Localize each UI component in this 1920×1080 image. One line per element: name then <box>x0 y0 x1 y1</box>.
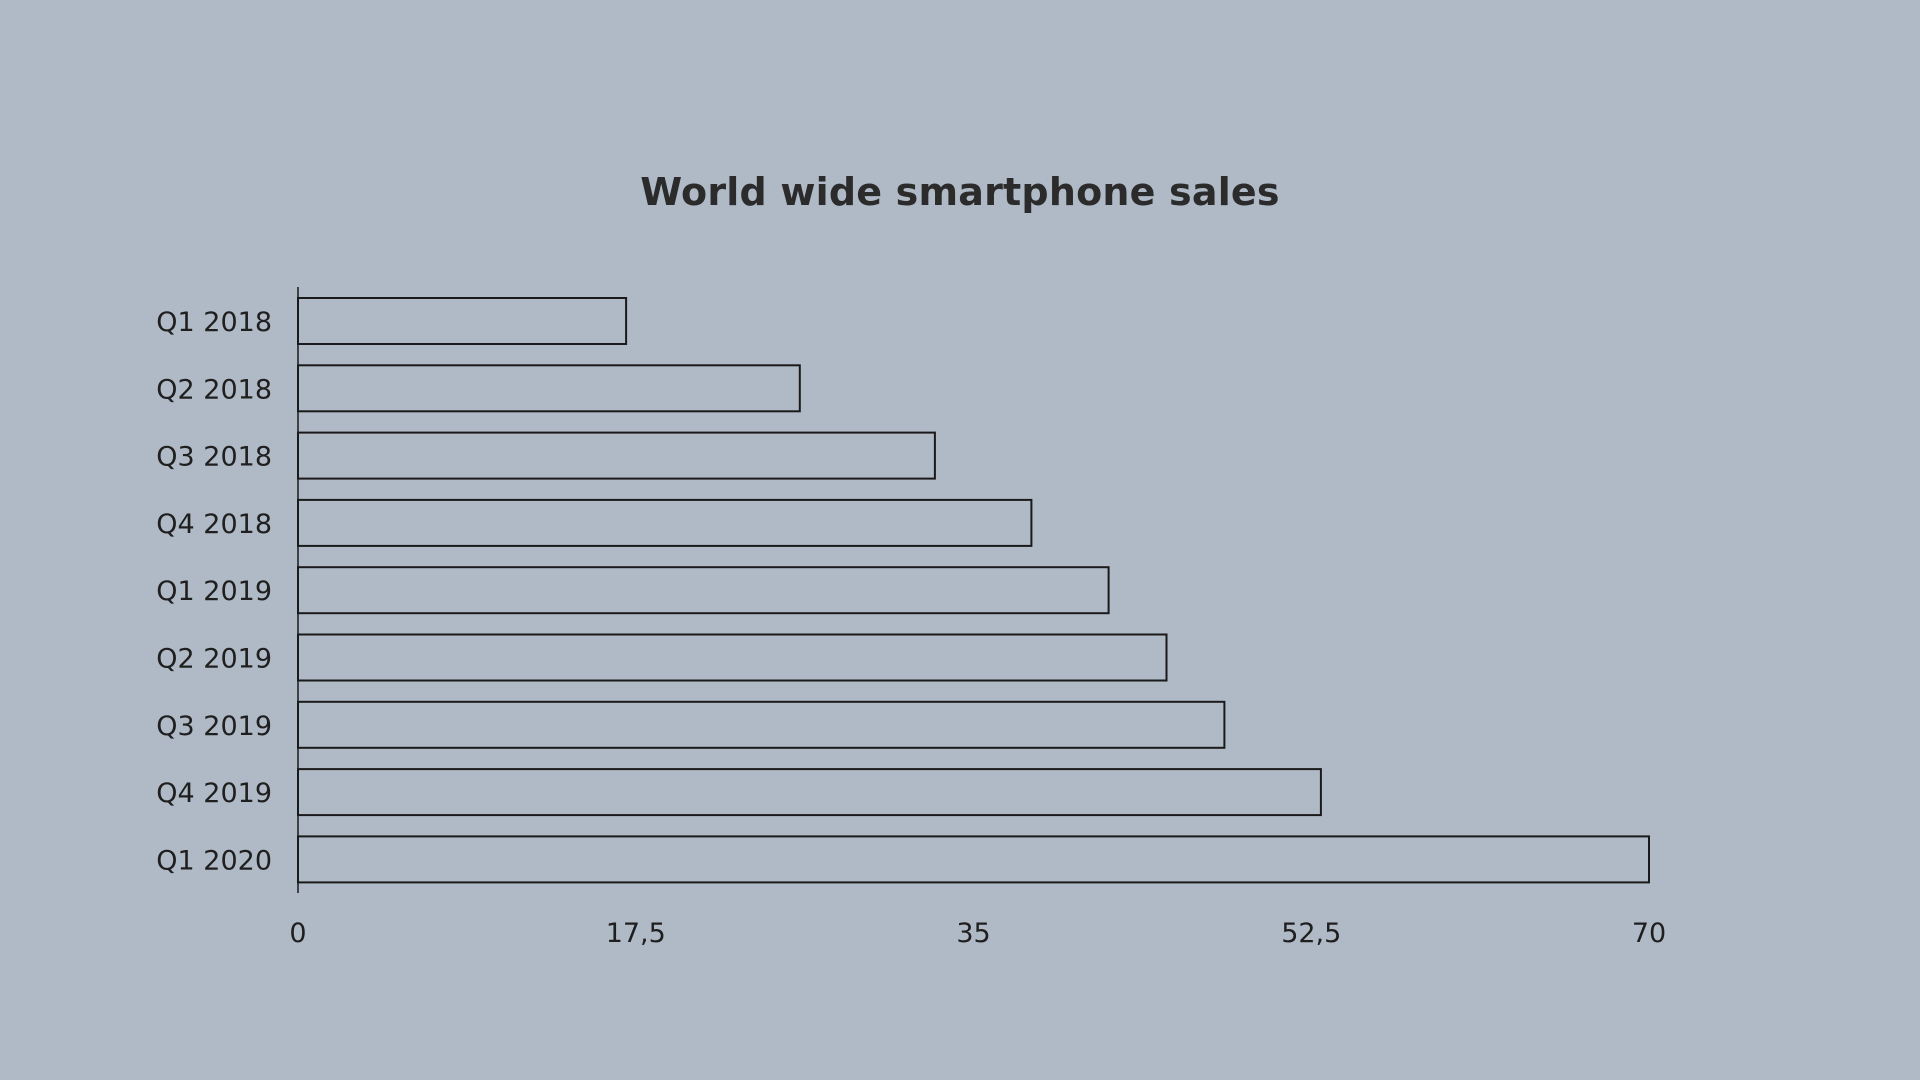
x-tick-label: 0 <box>289 918 306 949</box>
x-tick-label: 52,5 <box>1281 918 1341 949</box>
x-tick-label: 17,5 <box>606 918 666 949</box>
x-tick-label: 35 <box>956 918 990 949</box>
x-tick-labels: 0 17,5 35 52,5 70 <box>289 918 1666 949</box>
bar-q2-2019 <box>297 633 1168 682</box>
category-label: Q3 2018 <box>156 442 272 473</box>
category-label: Q1 2020 <box>156 845 272 876</box>
category-labels: Q1 2018 Q2 2018 Q3 2018 Q4 2018 Q1 2019 Q2 20… <box>156 307 272 876</box>
bar-q3-2019 <box>297 700 1226 749</box>
category-label: Q4 2018 <box>156 509 272 540</box>
category-label: Q1 2019 <box>156 576 272 607</box>
bar-q4-2019 <box>297 768 1322 817</box>
bar-q1-2018 <box>297 297 628 345</box>
category-label: Q4 2019 <box>156 778 272 809</box>
x-tick-label: 70 <box>1632 918 1666 949</box>
bar-q2-2018 <box>297 364 801 413</box>
bars-layer <box>297 297 1650 884</box>
bar-q1-2019 <box>297 566 1110 615</box>
chart-title: World wide smartphone sales <box>640 170 1280 214</box>
category-label: Q3 2019 <box>156 711 272 742</box>
category-label: Q1 2018 <box>156 307 272 338</box>
bar-q1-2020 <box>297 835 1650 884</box>
bar-q4-2018 <box>297 498 1033 547</box>
category-label: Q2 2018 <box>156 374 272 405</box>
category-label: Q2 2019 <box>156 644 272 675</box>
bar-q3-2018 <box>297 431 936 480</box>
